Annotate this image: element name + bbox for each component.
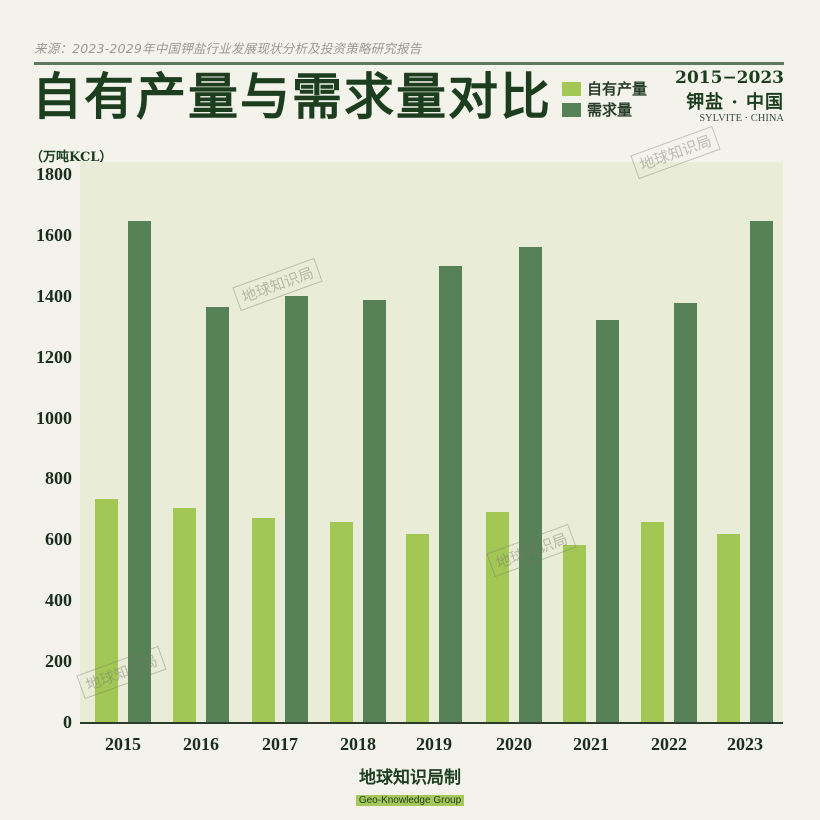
y-tick-label: 1600	[36, 224, 72, 245]
plot-area	[80, 162, 783, 723]
x-tick-label: 2015	[105, 734, 141, 754]
header-rule	[34, 62, 784, 65]
badge: 2015−2023 钾盐 · 中国 SYLVITE · CHINA	[675, 68, 784, 124]
badge-cn: 钾盐 · 中国	[686, 92, 784, 113]
x-tick-label: 2023	[727, 734, 763, 754]
bar-demand	[439, 265, 462, 723]
legend-swatch-demand	[562, 102, 581, 117]
y-tick-label: 1800	[36, 164, 72, 184]
source-text: 来源：2023-2029年中国钾盐行业发展现状分析及投资策略研究报告	[34, 41, 422, 56]
bar-production	[173, 508, 196, 723]
x-tick-label: 2016	[183, 734, 219, 754]
x-tick-label: 2017	[262, 734, 298, 754]
bar-production	[717, 533, 740, 723]
y-tick-label: 1000	[36, 407, 72, 428]
bar-production	[406, 533, 429, 723]
x-tick-label: 2019	[416, 734, 452, 754]
badge-years: 2015−2023	[675, 68, 784, 88]
bar-production	[641, 522, 664, 723]
bar-demand	[285, 295, 308, 723]
legend-label-production: 自有产量	[587, 80, 648, 98]
bar-demand	[750, 220, 773, 723]
y-tick-label: 400	[45, 590, 72, 611]
bar-demand	[519, 247, 542, 723]
bar-demand	[206, 307, 229, 723]
bar-production	[252, 518, 275, 723]
bar-production	[563, 544, 586, 723]
axis-line	[80, 722, 783, 724]
bar-demand	[674, 302, 697, 723]
y-tick-label: 600	[45, 529, 72, 550]
bar-production	[486, 511, 509, 723]
y-tick-label: 0	[63, 712, 72, 732]
legend-item-demand: 需求量	[562, 99, 647, 120]
legend-label-demand: 需求量	[587, 101, 633, 119]
footer-en: Geo-Knowledge Group	[355, 795, 465, 806]
bar-demand	[363, 299, 386, 723]
y-tick-label: 800	[45, 468, 72, 489]
x-tick-label: 2020	[496, 734, 532, 754]
badge-en: SYLVITE · CHINA	[699, 113, 784, 124]
bar-production	[330, 522, 353, 723]
y-axis-unit: （万吨KCL）	[30, 150, 113, 165]
footer: 地球知识局制 Geo-Knowledge Group	[0, 763, 820, 807]
chart-title: 自有产量与需求量对比	[32, 67, 552, 126]
legend-item-production: 自有产量	[562, 78, 647, 99]
legend-swatch-production	[562, 81, 581, 96]
y-tick-label: 1400	[36, 285, 72, 306]
x-tick-label: 2021	[573, 734, 609, 754]
x-tick-label: 2022	[651, 734, 687, 754]
bar-production	[95, 498, 118, 723]
y-tick-label: 200	[45, 651, 72, 672]
bar-demand	[596, 319, 619, 723]
x-tick-label: 2018	[340, 734, 376, 754]
y-tick-label: 1200	[36, 346, 72, 367]
bar-demand	[128, 220, 151, 723]
footer-cn: 地球知识局制	[359, 768, 461, 788]
legend: 自有产量 需求量	[562, 78, 647, 120]
